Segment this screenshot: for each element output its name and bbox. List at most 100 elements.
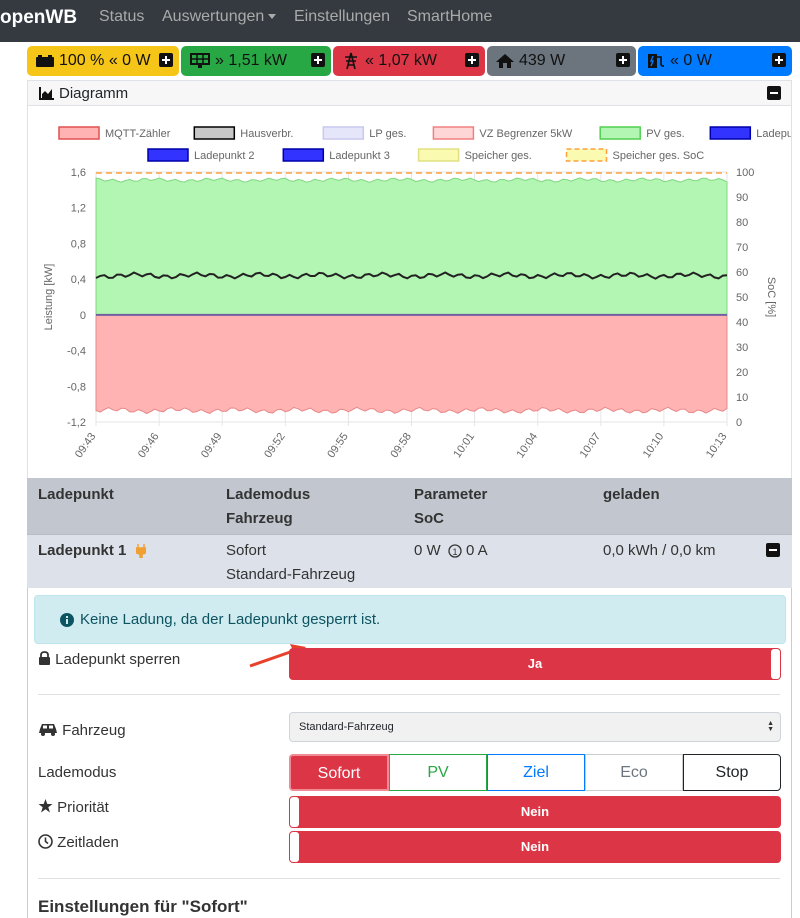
col-soc: SoC: [414, 510, 444, 527]
nav-smarthome[interactable]: SmartHome: [407, 8, 493, 25]
chargepoint-current: 0 A: [466, 542, 488, 559]
pv-value: » 1,51 kW: [215, 52, 288, 69]
lock-alert: Keine Ladung, da der Ladepunkt gesperrt …: [34, 595, 786, 644]
legend-label: MQTT-Zähler: [105, 128, 171, 140]
vehicle-select-value: Standard-Fahrzeug: [299, 721, 394, 733]
grid-value: « 1,07 kW: [365, 52, 438, 69]
section-title: Einstellungen für "Sofort": [38, 897, 248, 916]
y2-tick-label: 20: [736, 367, 748, 379]
nav-status[interactable]: Status: [99, 8, 145, 25]
mode-stop-button[interactable]: Stop: [683, 754, 781, 791]
legend-swatch: [565, 148, 608, 162]
priority-toggle-handle[interactable]: [290, 797, 299, 827]
legend-label: Speicher ges. SoC: [613, 150, 705, 162]
plug-icon: [136, 544, 146, 558]
col-fahrzeug: Fahrzeug: [226, 510, 293, 527]
summary-chargepoint[interactable]: « 0 W: [638, 46, 792, 76]
y-tick-label: -0,4: [67, 346, 86, 358]
battery-expand-icon[interactable]: [159, 53, 173, 67]
x-tick-label: 10:13: [704, 431, 730, 460]
vehicle-select[interactable]: Standard-Fahrzeug ▲ ▼: [289, 712, 781, 742]
legend-label: LP ges.: [369, 128, 406, 140]
lock-icon: [39, 651, 50, 665]
priority-label: Priorität: [38, 799, 109, 816]
power-pylon-icon: [345, 52, 357, 70]
brand-logo[interactable]: openWB: [0, 7, 78, 28]
y2-tick-label: 70: [736, 242, 748, 254]
x-tick-label: 10:01: [451, 431, 477, 460]
legend-swatch: [709, 126, 752, 140]
vehicle-label: Fahrzeug: [38, 722, 126, 739]
col-geladen: geladen: [603, 486, 660, 503]
chart-container: MQTT-Zähler Hausverbr. LP ges. VZ Begrenzer…: [27, 106, 800, 478]
y2-tick-label: 50: [736, 292, 748, 304]
legend-label: PV ges.: [646, 128, 685, 140]
mode-pv-button[interactable]: PV: [389, 754, 487, 791]
y-tick-label: -1,2: [67, 417, 86, 429]
summary-pv[interactable]: » 1,51 kW: [181, 46, 331, 76]
separator: [38, 694, 780, 695]
legend-swatch: [417, 148, 460, 162]
info-icon: [60, 613, 74, 627]
y2-tick-label: 10: [736, 392, 748, 404]
summary-battery[interactable]: 100 % « 0 W: [27, 46, 179, 76]
chargepoint-expand-icon[interactable]: [772, 53, 786, 67]
navbar: openWB Status Auswertungen Einstellungen…: [0, 0, 800, 42]
legend-swatch: [147, 148, 189, 162]
lock-toggle[interactable]: Ja: [289, 648, 781, 680]
house-consumption-line: [95, 271, 728, 280]
y2-axis-title: SoC [%]: [765, 277, 777, 317]
grid-expand-icon[interactable]: [465, 53, 479, 67]
x-tick-label: 09:58: [388, 431, 414, 460]
x-tick-label: 09:49: [199, 431, 225, 460]
x-tick-label: 09:43: [73, 431, 99, 460]
chargepoint-table-header: Ladepunkt Lademodus Fahrzeug Parameter S…: [27, 478, 792, 534]
timed-label-text: Zeitladen: [57, 834, 119, 851]
mode-label: Lademodus: [38, 764, 117, 781]
legend-label: Ladepunkt 2: [194, 150, 255, 162]
chargepoint-name: Ladepunkt 1: [38, 542, 127, 559]
house-expand-icon[interactable]: [616, 53, 630, 67]
chargepoint-row[interactable]: Ladepunkt 1 Sofort Standard-Fahrzeug 0 W…: [27, 534, 792, 588]
mode-eco-button[interactable]: Eco: [585, 754, 683, 791]
pv-expand-icon[interactable]: [311, 53, 325, 67]
col-parameter: Parameter: [414, 486, 488, 503]
col-ladepunkt: Ladepunkt: [38, 486, 114, 503]
house-value: 439 W: [519, 52, 566, 69]
timed-toggle[interactable]: Nein: [289, 831, 781, 863]
timed-toggle-handle[interactable]: [290, 832, 299, 862]
area-chart-icon: [39, 87, 54, 100]
nav-einstellungen[interactable]: Einstellungen: [294, 8, 391, 25]
diagram-header[interactable]: Diagramm: [27, 80, 792, 106]
y2-tick-label: 40: [736, 317, 748, 329]
legend-swatch: [58, 126, 100, 140]
separator: [38, 878, 780, 879]
legend-swatch: [282, 148, 325, 162]
y-tick-label: 1,2: [71, 203, 86, 215]
chargepoint-collapse-icon[interactable]: [766, 543, 780, 557]
caret-down-icon: [268, 14, 277, 20]
diagram-collapse-icon[interactable]: [767, 86, 781, 100]
legend-label: VZ Begrenzer 5kW: [479, 128, 573, 140]
mode-sofort-button[interactable]: Sofort: [289, 754, 389, 791]
nav-auswertungen[interactable]: Auswertungen: [162, 8, 277, 26]
priority-toggle-value: Nein: [520, 804, 550, 819]
lock-toggle-handle[interactable]: [771, 649, 780, 679]
summary-grid[interactable]: « 1,07 kW: [333, 46, 485, 76]
y2-tick-label: 0: [736, 417, 742, 429]
chargepoint-mode: Sofort: [226, 542, 267, 559]
priority-toggle[interactable]: Nein: [289, 796, 781, 828]
x-tick-label: 10:10: [641, 431, 667, 460]
mode-ziel-button[interactable]: Ziel: [487, 754, 585, 791]
info-circle-icon: 1: [448, 544, 462, 558]
legend-label: Hausverbr.: [240, 128, 293, 140]
y-tick-label: 0: [80, 310, 86, 322]
svg-text:1: 1: [452, 547, 457, 557]
y2-tick-label: 90: [736, 192, 748, 204]
y2-tick-label: 100: [736, 167, 754, 179]
timed-label: Zeitladen: [38, 834, 119, 851]
summary-house[interactable]: 439 W: [487, 46, 636, 76]
y-tick-label: 1,6: [71, 167, 86, 179]
lock-toggle-value: Ja: [527, 656, 543, 671]
mode-button-group: Sofort PV Ziel Eco Stop: [289, 754, 781, 791]
